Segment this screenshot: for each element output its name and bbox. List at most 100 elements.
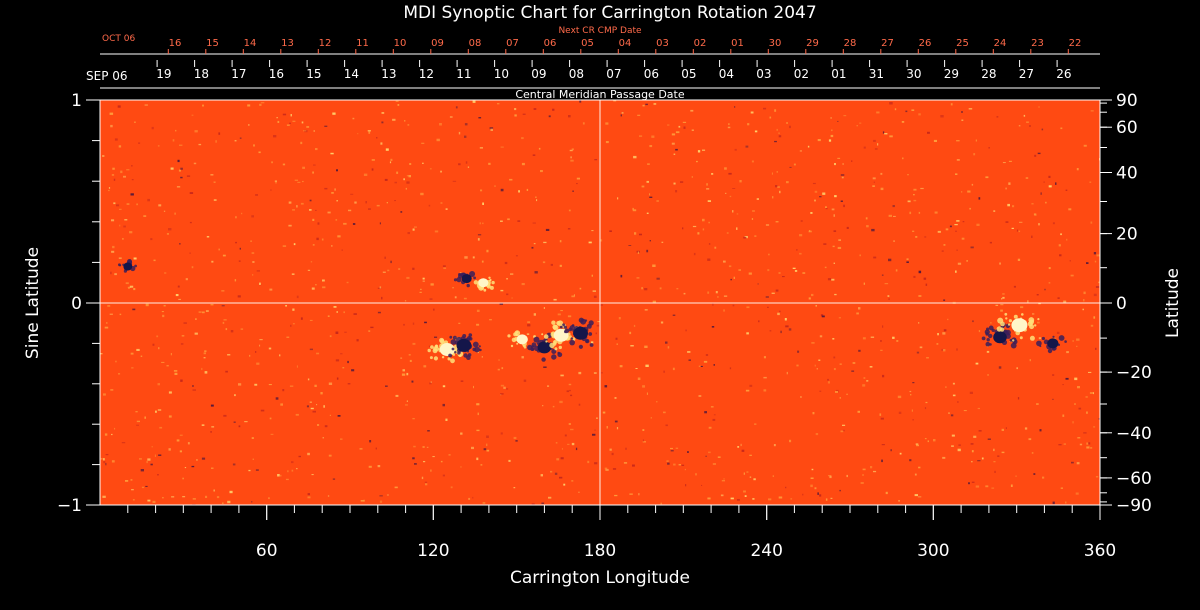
texture-speck bbox=[327, 211, 331, 214]
texture-speck bbox=[966, 260, 968, 262]
texture-speck bbox=[403, 178, 405, 181]
texture-speck bbox=[779, 190, 781, 194]
texture-speck bbox=[758, 320, 760, 323]
texture-speck bbox=[736, 499, 740, 501]
texture-speck bbox=[869, 366, 873, 368]
texture-speck bbox=[656, 277, 660, 280]
texture-speck bbox=[767, 306, 769, 308]
texture-speck bbox=[924, 438, 927, 440]
texture-speck bbox=[652, 264, 656, 267]
texture-speck bbox=[830, 117, 832, 119]
texture-speck bbox=[745, 389, 750, 392]
texture-speck bbox=[522, 113, 526, 115]
region-speck bbox=[447, 357, 451, 361]
texture-speck bbox=[996, 116, 999, 118]
texture-speck bbox=[750, 111, 754, 114]
texture-speck bbox=[347, 383, 351, 385]
region-speck bbox=[586, 323, 592, 329]
texture-speck bbox=[976, 223, 980, 226]
texture-speck bbox=[241, 212, 243, 215]
texture-speck bbox=[913, 194, 915, 196]
cmp-date-label: 15 bbox=[306, 67, 321, 81]
texture-speck bbox=[350, 193, 354, 195]
region-speck bbox=[981, 336, 986, 341]
texture-speck bbox=[454, 296, 457, 299]
texture-speck bbox=[909, 390, 912, 393]
texture-speck bbox=[309, 199, 312, 202]
texture-speck bbox=[717, 456, 721, 458]
texture-speck bbox=[957, 401, 959, 403]
texture-speck bbox=[412, 228, 415, 231]
texture-speck bbox=[978, 197, 981, 200]
texture-speck bbox=[832, 338, 835, 340]
texture-speck bbox=[811, 468, 814, 471]
texture-speck bbox=[571, 295, 575, 298]
texture-speck bbox=[377, 311, 381, 314]
region-speck bbox=[533, 336, 540, 343]
texture-speck bbox=[282, 113, 287, 116]
texture-speck bbox=[775, 289, 779, 292]
region-speck bbox=[478, 345, 481, 348]
texture-speck bbox=[646, 249, 649, 253]
texture-speck bbox=[458, 163, 461, 166]
texture-speck bbox=[331, 192, 334, 194]
region-speck bbox=[580, 318, 587, 325]
texture-speck bbox=[553, 298, 557, 301]
texture-speck bbox=[307, 378, 310, 381]
texture-speck bbox=[411, 380, 414, 383]
texture-speck bbox=[315, 284, 317, 286]
texture-speck bbox=[986, 350, 990, 353]
texture-speck bbox=[1062, 384, 1064, 386]
texture-speck bbox=[595, 332, 597, 335]
cmp-date-label: 07 bbox=[606, 67, 621, 81]
texture-speck bbox=[113, 202, 116, 205]
texture-speck bbox=[975, 139, 977, 142]
texture-speck bbox=[341, 249, 343, 251]
texture-speck bbox=[282, 245, 287, 247]
texture-speck bbox=[712, 418, 716, 421]
texture-speck bbox=[711, 326, 715, 328]
texture-speck bbox=[838, 239, 841, 241]
texture-speck bbox=[506, 293, 509, 296]
texture-speck bbox=[1086, 411, 1088, 414]
texture-speck bbox=[533, 313, 536, 316]
texture-speck bbox=[570, 156, 572, 159]
texture-speck bbox=[412, 457, 415, 460]
texture-speck bbox=[302, 166, 305, 169]
texture-speck bbox=[999, 262, 1001, 265]
texture-speck bbox=[368, 465, 372, 468]
texture-speck bbox=[554, 472, 558, 475]
region-speck bbox=[433, 356, 438, 361]
region-speck bbox=[1013, 314, 1018, 319]
texture-speck bbox=[542, 405, 544, 407]
region-speck bbox=[449, 335, 453, 339]
texture-speck bbox=[119, 224, 121, 227]
y-axis-right-label: Latitude bbox=[1163, 268, 1183, 338]
texture-speck bbox=[870, 336, 875, 338]
texture-speck bbox=[293, 243, 296, 246]
region-speck bbox=[468, 333, 473, 337]
texture-speck bbox=[479, 147, 483, 149]
region-speck bbox=[531, 345, 534, 349]
texture-speck bbox=[559, 476, 563, 479]
texture-speck bbox=[521, 283, 525, 286]
negative-polarity-spot bbox=[993, 331, 1007, 344]
texture-speck bbox=[810, 212, 813, 214]
texture-speck bbox=[827, 278, 832, 281]
texture-speck bbox=[896, 340, 899, 342]
texture-speck bbox=[915, 236, 918, 238]
texture-speck bbox=[653, 103, 657, 105]
texture-speck bbox=[131, 165, 133, 167]
texture-speck bbox=[260, 102, 265, 104]
texture-speck bbox=[547, 385, 550, 387]
texture-speck bbox=[343, 311, 345, 314]
texture-speck bbox=[394, 200, 396, 202]
texture-speck bbox=[367, 130, 371, 132]
texture-speck bbox=[605, 468, 609, 471]
texture-speck bbox=[397, 104, 400, 106]
cmp-date-label: 06 bbox=[644, 67, 659, 81]
next-cr-date-label: 02 bbox=[694, 38, 707, 49]
texture-speck bbox=[186, 175, 191, 177]
texture-speck bbox=[1090, 110, 1094, 112]
